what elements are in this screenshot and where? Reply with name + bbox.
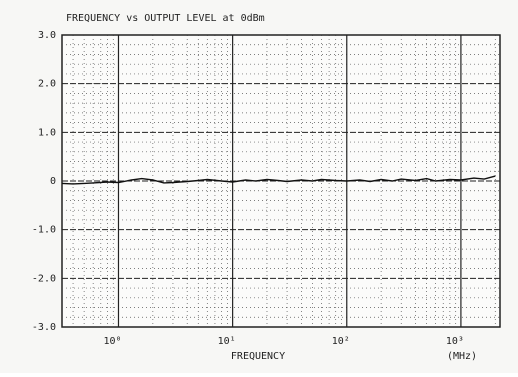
y-tick-label: 1.0 xyxy=(38,127,56,138)
y-tick-label: -1.0 xyxy=(32,225,56,236)
y-tick-label: -2.0 xyxy=(32,273,56,284)
y-tick-label: 3.0 xyxy=(38,30,56,41)
x-tick-label: 10³ xyxy=(446,336,464,347)
series-line xyxy=(61,175,496,185)
y-tick-label: 2.0 xyxy=(38,79,56,90)
chart-title: FREQUENCY vs OUTPUT LEVEL at 0dBm xyxy=(66,13,265,24)
x-tick-label: 10⁰ xyxy=(103,336,121,347)
x-tick-label: 10² xyxy=(332,336,350,347)
x-tick-label: 10¹ xyxy=(218,336,236,347)
x-unit: (MHz) xyxy=(447,351,477,362)
y-tick-label: -3.0 xyxy=(32,322,56,333)
x-axis-label: FREQUENCY xyxy=(231,351,285,362)
y-tick-label: 0 xyxy=(50,176,56,187)
